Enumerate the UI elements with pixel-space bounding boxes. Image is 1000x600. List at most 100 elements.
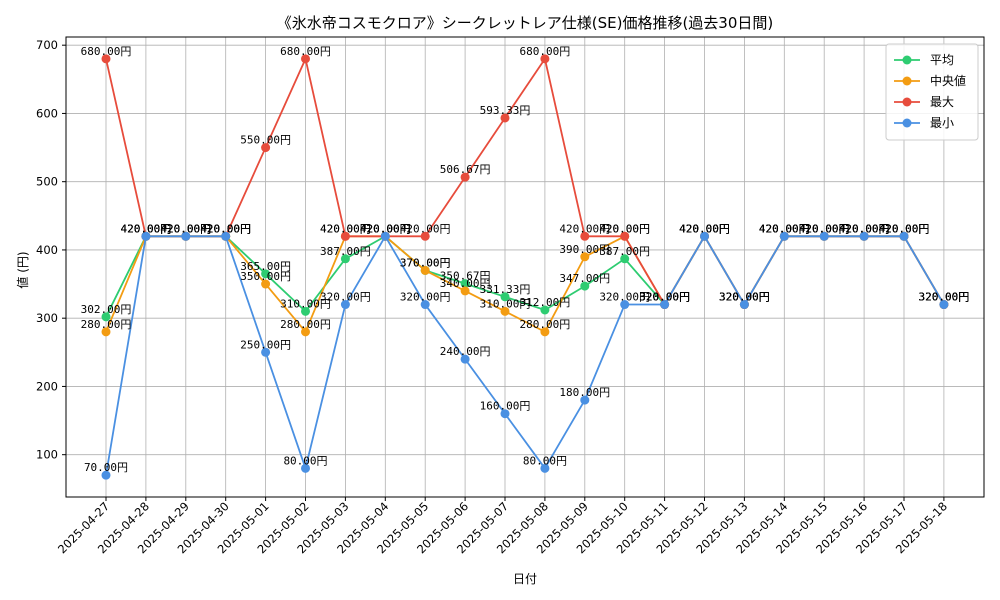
data-label: 312.00円 <box>520 296 571 309</box>
y-tick-label: 500 <box>36 175 58 189</box>
data-label: 680.00円 <box>280 45 331 58</box>
y-tick-label: 600 <box>36 106 58 120</box>
data-point <box>301 54 310 64</box>
data-point <box>819 231 829 241</box>
data-point <box>301 306 310 316</box>
data-label: 420.00円 <box>160 222 211 235</box>
data-point <box>340 231 350 241</box>
data-label: 320.00円 <box>639 291 690 304</box>
data-label: 420.00円 <box>679 222 730 235</box>
data-point <box>660 300 670 310</box>
data-label: 550.00円 <box>240 134 291 147</box>
legend-swatch-marker <box>902 76 912 86</box>
series-layer <box>101 54 949 480</box>
data-label: 347.00円 <box>559 272 610 285</box>
data-label: 320.00円 <box>719 291 770 304</box>
data-point <box>580 252 590 262</box>
data-label: 420.00円 <box>759 222 810 235</box>
data-label: 420.00円 <box>759 222 810 235</box>
data-label: 420.00円 <box>839 222 890 235</box>
data-label: 180.00円 <box>559 386 610 399</box>
data-label: 280.00円 <box>81 318 132 331</box>
data-label: 420.00円 <box>879 222 930 235</box>
data-label: 420.00円 <box>799 222 850 235</box>
data-label: 420.00円 <box>599 222 650 235</box>
data-label: 420.00円 <box>599 222 650 235</box>
data-point <box>580 395 590 405</box>
data-point <box>261 347 271 357</box>
data-point <box>181 231 191 241</box>
data-label: 680.00円 <box>81 45 132 58</box>
data-label: 420.00円 <box>360 222 411 235</box>
data-label: 420.00円 <box>200 222 251 235</box>
data-point <box>460 286 470 296</box>
data-label: 680.00円 <box>520 45 571 58</box>
data-label: 310.00円 <box>480 297 531 310</box>
series-3 <box>101 231 949 480</box>
data-label: 420.00円 <box>799 222 850 235</box>
data-point <box>540 327 550 337</box>
data-labels: 302.00円420.00円420.00円420.00円365.00円310.0… <box>81 45 970 474</box>
legend-label: 最小 <box>930 116 954 130</box>
data-label: 420.00円 <box>121 222 172 235</box>
data-point <box>420 231 430 241</box>
plot-frame <box>65 36 985 498</box>
data-label: 387.00円 <box>320 245 371 258</box>
data-label: 302.00円 <box>81 303 132 316</box>
data-point <box>779 231 789 241</box>
data-label: 250.00円 <box>240 338 291 351</box>
data-label: 420.00円 <box>121 222 172 235</box>
x-axis-label: 日付 <box>513 572 537 586</box>
y-tick-label: 200 <box>36 379 58 393</box>
data-label: 420.00円 <box>360 222 411 235</box>
data-point <box>739 300 749 310</box>
data-label: 420.00円 <box>679 222 730 235</box>
data-label: 370.00円 <box>400 256 451 269</box>
legend-swatch-marker <box>902 118 912 128</box>
series-line <box>105 235 945 476</box>
data-label: 320.00円 <box>919 291 970 304</box>
data-label: 420.00円 <box>200 222 251 235</box>
legend-swatch-marker <box>902 97 912 107</box>
data-label: 420.00円 <box>879 222 930 235</box>
data-label: 420.00円 <box>839 222 890 235</box>
data-label: 320.00円 <box>719 291 770 304</box>
data-label: 420.00円 <box>400 222 451 235</box>
data-label: 420.00円 <box>121 222 172 235</box>
legend-label: 中央値 <box>930 73 966 88</box>
data-point <box>580 281 590 291</box>
data-label: 320.00円 <box>919 291 970 304</box>
data-label: 320.00円 <box>639 291 690 304</box>
data-point <box>141 231 151 241</box>
data-label: 320.00円 <box>919 291 970 304</box>
data-label: 387.00円 <box>599 245 650 258</box>
data-label: 420.00円 <box>799 222 850 235</box>
data-label: 320.00円 <box>320 291 371 304</box>
data-point <box>340 300 350 310</box>
y-tick-label: 100 <box>36 448 58 462</box>
data-label: 70.00円 <box>84 461 128 474</box>
data-point <box>620 231 630 241</box>
data-label: 420.00円 <box>839 222 890 235</box>
data-point <box>261 279 271 289</box>
data-label: 320.00円 <box>639 291 690 304</box>
data-label: 320.00円 <box>400 291 451 304</box>
data-label: 280.00円 <box>280 318 331 331</box>
data-point <box>500 292 510 302</box>
data-label: 420.00円 <box>360 222 411 235</box>
data-point <box>460 354 470 364</box>
grid <box>66 37 984 497</box>
data-point <box>261 143 271 153</box>
data-label: 310.00円 <box>280 297 331 310</box>
data-label: 593.33円 <box>480 104 531 117</box>
legend-label: 平均 <box>930 53 954 67</box>
data-label: 420.00円 <box>320 222 371 235</box>
data-point <box>261 269 271 279</box>
data-point <box>101 470 111 480</box>
data-label: 331.33円 <box>480 283 531 296</box>
data-label: 420.00円 <box>679 222 730 235</box>
data-point <box>580 231 590 241</box>
